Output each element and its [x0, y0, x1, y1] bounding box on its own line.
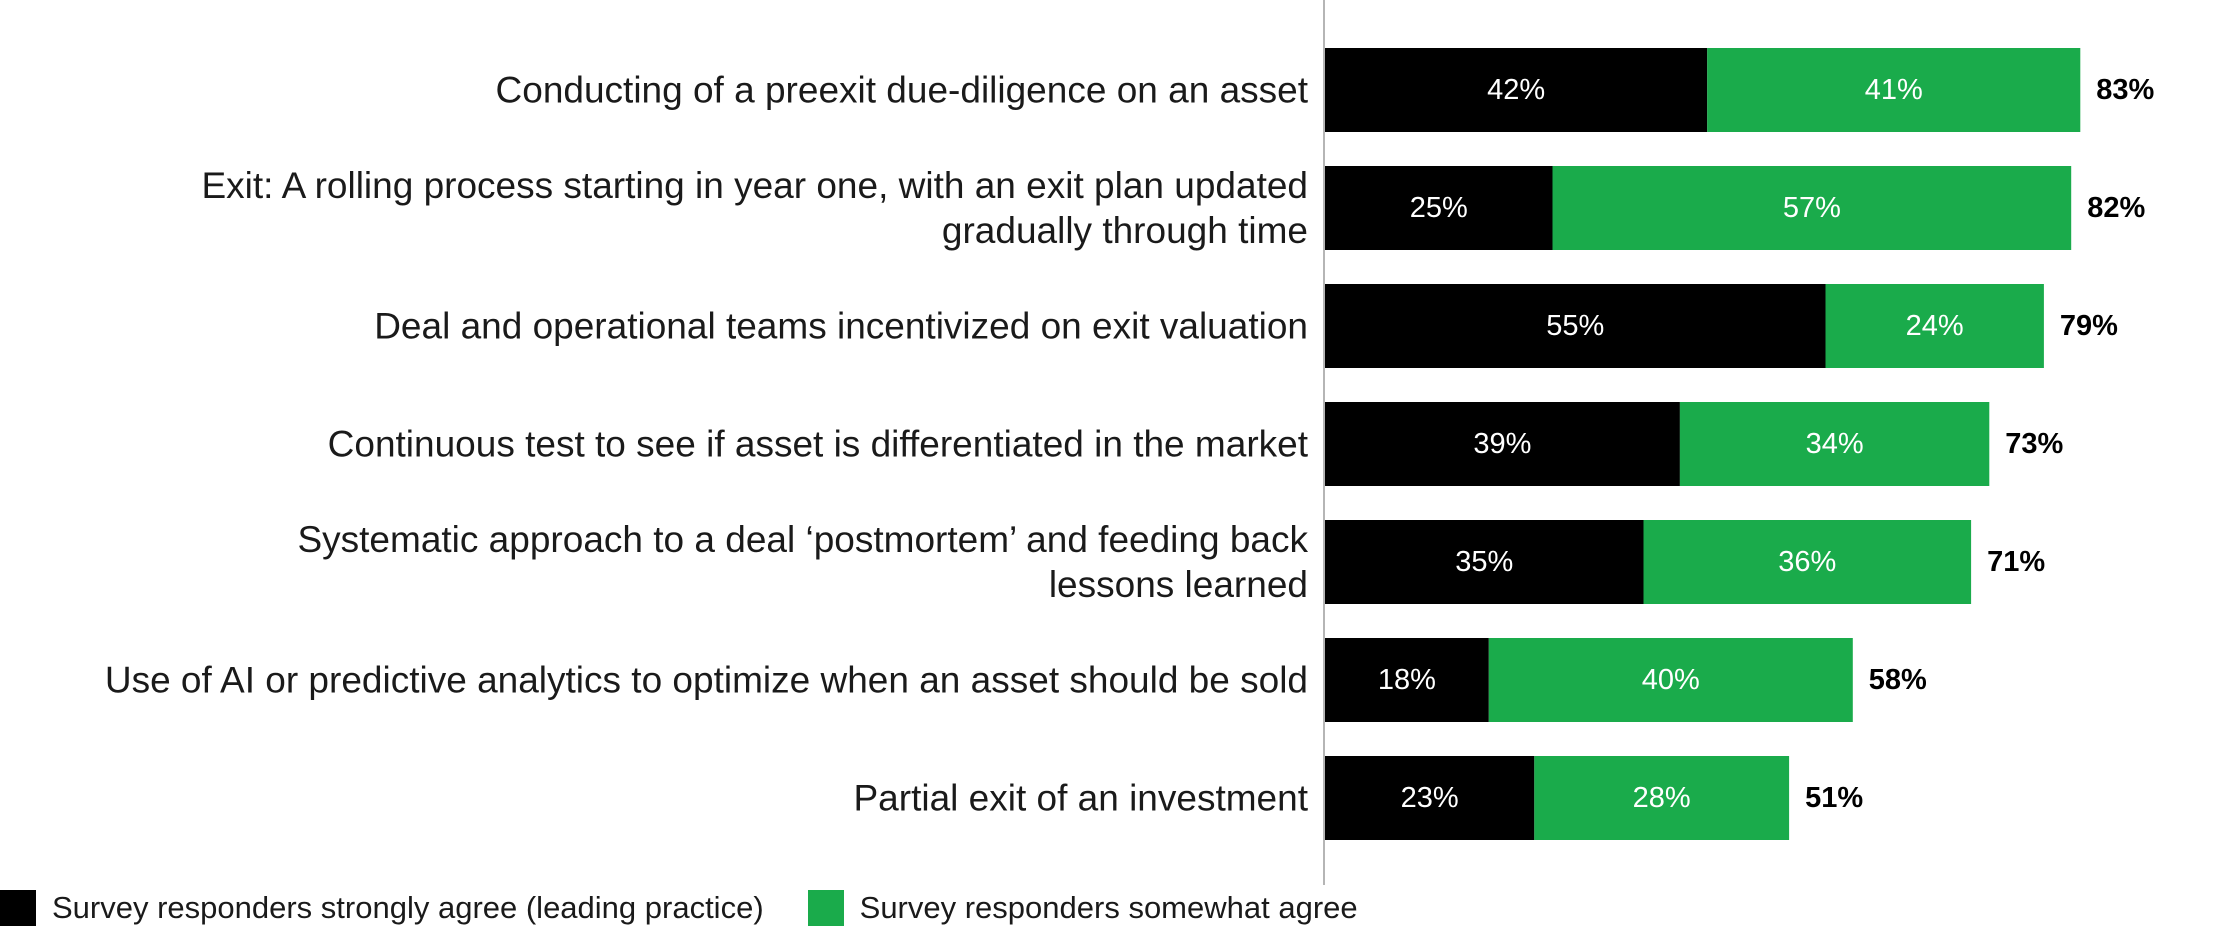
data-label-strongly-agree: 18% [1378, 664, 1436, 696]
data-label-total: 58% [1869, 664, 1927, 696]
bar-segment-strongly-agree [1325, 520, 1644, 604]
category-label: Continuous test to see if asset is diffe… [328, 424, 1309, 465]
data-label-somewhat-agree: 34% [1806, 428, 1864, 460]
bar-segment-strongly-agree [1325, 402, 1680, 486]
segment-data-labels: 42% 41% 25% 57% 55% 24% 39% 34% 35% 36% 18% 40% 23% 2… [1378, 74, 1964, 814]
bar-segment-somewhat-agree [1707, 48, 2081, 132]
category-label: Systematic approach to a deal ‘postmorte… [297, 519, 1308, 605]
category-label: Conducting of a preexit due-diligence on… [496, 70, 1309, 111]
data-label-total: 79% [2060, 310, 2118, 342]
bar-segment-strongly-agree [1325, 638, 1489, 722]
bar-segments [1325, 48, 2081, 840]
data-label-strongly-agree: 35% [1455, 546, 1513, 578]
bar-segment-strongly-agree [1325, 284, 1826, 368]
data-label-somewhat-agree: 36% [1778, 546, 1836, 578]
category-label-line: Deal and operational teams incentivized … [374, 306, 1308, 347]
category-label-line: Use of AI or predictive analytics to opt… [105, 660, 1308, 701]
category-label-line: Partial exit of an investment [854, 778, 1309, 819]
bar-segment-strongly-agree [1325, 756, 1535, 840]
data-label-strongly-agree: 39% [1473, 428, 1531, 460]
data-label-somewhat-agree: 24% [1906, 310, 1964, 342]
legend-item-strongly-agree: Survey responders strongly agree (leadin… [0, 890, 764, 926]
legend-label-somewhat-agree: Survey responders somewhat agree [859, 890, 1358, 925]
category-label-line: Conducting of a preexit due-diligence on… [496, 70, 1309, 111]
bar-segment-somewhat-agree [1679, 402, 1990, 486]
category-label-line: lessons learned [1049, 564, 1308, 605]
bar-segment-somewhat-agree [1534, 756, 1790, 840]
data-label-total: 71% [1987, 546, 2045, 578]
bar-segment-strongly-agree [1325, 166, 1553, 250]
legend-swatch-somewhat-agree [807, 890, 844, 926]
bar-segment-somewhat-agree [1488, 638, 1853, 722]
legend: Survey responders strongly agree (leadin… [0, 888, 1402, 928]
legend-swatch-strongly-agree [0, 890, 36, 926]
data-label-total: 83% [2096, 74, 2154, 106]
category-labels: Conducting of a preexit due-diligence on… [105, 70, 1309, 819]
total-data-labels: 83% 82% 79% 73% 71% 58% 51% [1805, 74, 2154, 814]
category-label-line: Continuous test to see if asset is diffe… [328, 424, 1309, 465]
legend-item-somewhat-agree: Survey responders somewhat agree [807, 890, 1358, 926]
bar-segment-somewhat-agree [1552, 166, 2072, 250]
data-label-total: 51% [1805, 782, 1863, 814]
category-label-line: Systematic approach to a deal ‘postmorte… [297, 519, 1308, 560]
data-label-strongly-agree: 25% [1410, 192, 1468, 224]
legend-label-strongly-agree: Survey responders strongly agree (leadin… [52, 890, 764, 925]
data-label-strongly-agree: 42% [1487, 74, 1545, 106]
category-label: Deal and operational teams incentivized … [374, 306, 1308, 347]
data-label-strongly-agree: 55% [1546, 310, 1604, 342]
bar-segment-somewhat-agree [1825, 284, 2044, 368]
data-label-total: 73% [2005, 428, 2063, 460]
data-label-somewhat-agree: 40% [1642, 664, 1700, 696]
data-label-somewhat-agree: 57% [1783, 192, 1841, 224]
data-label-somewhat-agree: 41% [1865, 74, 1923, 106]
data-label-total: 82% [2087, 192, 2145, 224]
category-label-line: gradually through time [942, 210, 1308, 251]
data-label-strongly-agree: 23% [1401, 782, 1459, 814]
bar-segment-strongly-agree [1325, 48, 1708, 132]
data-label-somewhat-agree: 28% [1633, 782, 1691, 814]
category-label: Partial exit of an investment [854, 778, 1309, 819]
category-label-line: Exit: A rolling process starting in year… [201, 165, 1308, 206]
category-label: Exit: A rolling process starting in year… [201, 165, 1308, 251]
bar-segment-somewhat-agree [1643, 520, 1972, 604]
category-label: Use of AI or predictive analytics to opt… [105, 660, 1308, 701]
